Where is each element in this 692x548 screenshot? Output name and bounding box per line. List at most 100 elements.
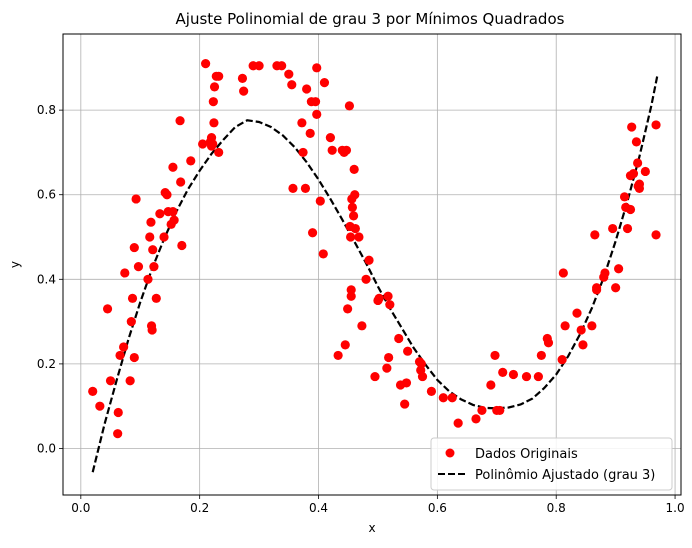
data-point [175, 116, 185, 126]
data-point [521, 371, 532, 382]
data-point [239, 86, 249, 96]
data-point [297, 118, 307, 128]
data-point [209, 82, 220, 92]
data-point [209, 118, 219, 128]
data-point [651, 230, 661, 240]
data-point [471, 414, 481, 424]
data-point [622, 223, 633, 234]
data-point [587, 321, 597, 331]
y-tick-label: 0.8 [37, 103, 56, 117]
data-point [533, 371, 543, 382]
data-point [627, 122, 637, 132]
data-point [143, 274, 153, 284]
fitted-curve-layer [91, 76, 659, 473]
data-point [343, 304, 353, 314]
data-point [628, 168, 639, 179]
data-point [120, 268, 130, 278]
data-point [214, 147, 224, 158]
data-point [133, 262, 144, 272]
data-point [254, 61, 264, 71]
y-tick-label: 0.2 [37, 357, 56, 371]
data-point [625, 204, 636, 215]
data-point [95, 401, 105, 411]
data-point [113, 429, 123, 439]
data-point [350, 223, 360, 234]
data-point [169, 215, 179, 225]
data-point [495, 405, 505, 416]
data-point [214, 71, 224, 81]
data-point [277, 61, 287, 71]
data-point [486, 380, 496, 390]
data-point [115, 350, 125, 361]
data-point [633, 158, 643, 168]
data-point [340, 340, 350, 350]
data-point [168, 207, 178, 217]
data-point [374, 293, 384, 303]
data-point [383, 291, 393, 301]
data-point [300, 183, 311, 193]
data-point [201, 59, 211, 69]
data-point [361, 274, 371, 284]
data-point [147, 325, 157, 335]
data-point [640, 166, 650, 177]
data-point [325, 133, 336, 143]
data-point [177, 240, 187, 251]
data-point [284, 69, 294, 79]
legend-box [430, 437, 673, 491]
data-point [560, 321, 570, 331]
x-axis-label: x [368, 521, 375, 535]
data-point [416, 359, 426, 369]
data-point [176, 177, 186, 187]
data-point [341, 145, 352, 155]
data-point [385, 300, 395, 310]
legend-marker-data-points [445, 448, 455, 458]
data-point [155, 209, 165, 219]
data-point [146, 217, 156, 227]
data-point [350, 190, 360, 200]
y-axis-label: y [8, 261, 22, 268]
data-point [159, 232, 169, 242]
data-point [447, 393, 457, 403]
data-point [572, 308, 582, 318]
data-point [125, 376, 135, 386]
data-point [88, 386, 98, 396]
x-tick-label: 0.6 [428, 501, 447, 515]
data-point [346, 291, 356, 301]
data-point [354, 232, 364, 242]
data-point [162, 190, 172, 200]
data-point [438, 393, 448, 403]
data-point [592, 285, 602, 295]
data-point [312, 109, 322, 119]
data-point [312, 63, 322, 73]
data-point [490, 350, 500, 361]
data-point [400, 399, 410, 409]
x-tick-label: 1.0 [666, 501, 685, 515]
data-point [543, 338, 554, 348]
data-point [578, 340, 588, 350]
data-point [558, 268, 568, 278]
data-point [149, 262, 159, 272]
data-point [370, 371, 380, 382]
fitted-curve [91, 76, 659, 473]
data-point [145, 232, 155, 242]
data-point [557, 355, 567, 365]
data-point [401, 378, 412, 388]
data-point [148, 245, 158, 255]
legend-label-data-points: Dados Originais [475, 447, 578, 462]
data-point [384, 352, 394, 363]
y-tick-label: 0.0 [37, 441, 56, 455]
data-point [310, 97, 321, 107]
data-point [477, 405, 487, 416]
data-point [576, 325, 586, 335]
data-point [611, 283, 621, 293]
data-point [634, 179, 645, 189]
data-point [426, 386, 437, 396]
data-point [600, 268, 610, 278]
data-point [417, 371, 428, 382]
chart-title: Ajuste Polinomial de grau 3 por Mínimos … [176, 10, 565, 28]
data-point [508, 369, 519, 380]
data-point [619, 192, 630, 202]
data-point [346, 232, 356, 242]
data-point [127, 293, 138, 303]
data-point [347, 202, 357, 213]
